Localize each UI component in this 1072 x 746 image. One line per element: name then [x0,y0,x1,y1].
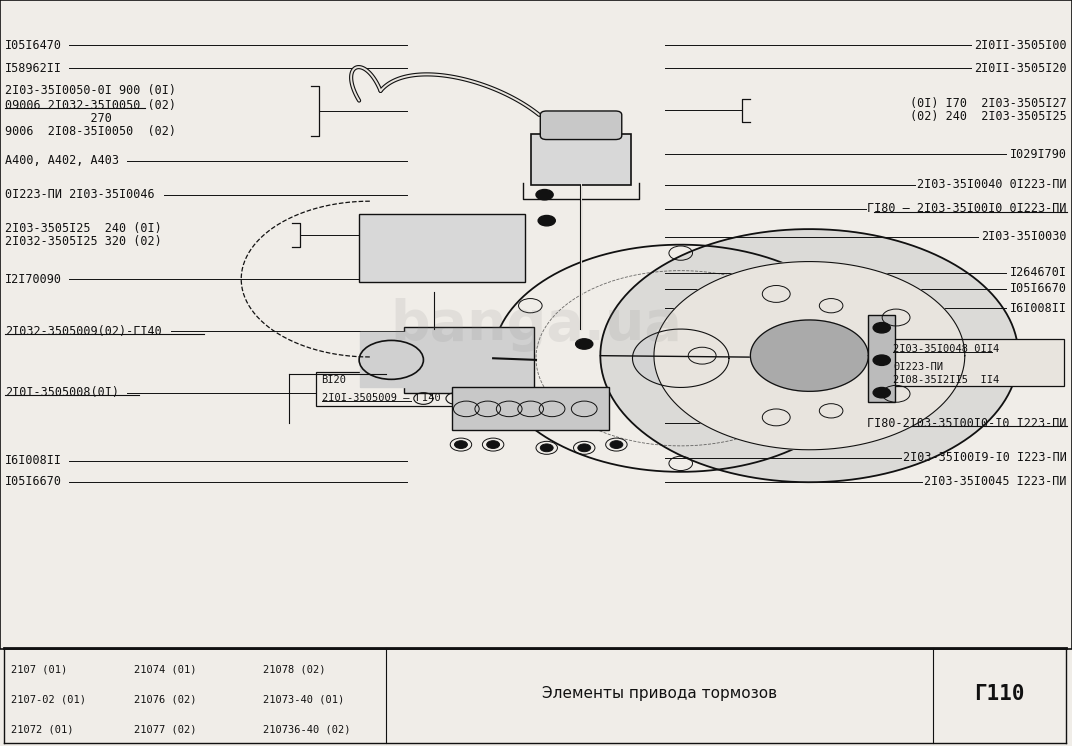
Text: 2I03-35I0040 0I223-ПИ: 2I03-35I0040 0I223-ПИ [917,178,1067,192]
Text: 2I03-35I0048 0II4: 2I03-35I0048 0II4 [893,343,999,354]
Text: 210736-40 (02): 210736-40 (02) [263,725,351,735]
Text: 2I03-3505I25  240 (0I): 2I03-3505I25 240 (0I) [5,222,162,235]
Circle shape [538,216,555,226]
FancyBboxPatch shape [359,214,525,282]
Text: Элементы привода тормозов: Элементы привода тормозов [541,686,777,701]
Text: 2107-02 (01): 2107-02 (01) [11,695,86,705]
Bar [868,315,895,402]
Text: I05I6470: I05I6470 [5,39,62,52]
Polygon shape [360,332,407,387]
Text: 21077 (02): 21077 (02) [134,725,196,735]
Text: 2I0II-3505I20: 2I0II-3505I20 [974,62,1067,75]
FancyBboxPatch shape [531,134,631,185]
Text: BI20: BI20 [322,375,346,386]
Text: 09006 2I032-35I0050 (02): 09006 2I032-35I0050 (02) [5,98,177,112]
Text: 21072 (01): 21072 (01) [11,725,73,735]
Text: 270: 270 [5,112,113,125]
Text: I264670I: I264670I [1010,266,1067,279]
Text: I58962II: I58962II [5,62,62,75]
Text: 21076 (02): 21076 (02) [134,695,196,705]
Text: 2I08-35I2II5  II4: 2I08-35I2II5 II4 [893,374,999,385]
Text: A400, A402, A403: A400, A402, A403 [5,154,119,167]
Text: (02) 240  2I03-3505I25: (02) 240 2I03-3505I25 [910,110,1067,123]
Text: I6I008II: I6I008II [1010,302,1067,315]
Text: I05I6670: I05I6670 [1010,282,1067,295]
Text: I05I6670: I05I6670 [5,475,62,488]
Text: 0I223-ПИ 2I03-35I0046: 0I223-ПИ 2I03-35I0046 [5,188,155,201]
Text: I029I790: I029I790 [1010,148,1067,161]
FancyBboxPatch shape [452,387,609,430]
Text: ГI80-2I03-35I00I0-I0 I223-ПИ: ГI80-2I03-35I00I0-I0 I223-ПИ [867,417,1067,430]
Text: I2I70090: I2I70090 [5,272,62,286]
Text: 9006  2I08-35I0050  (02): 9006 2I08-35I0050 (02) [5,125,177,137]
Text: Г110: Г110 [973,683,1025,703]
Text: ГI80 – 2I03-35I00I0 0I223-ПИ: ГI80 – 2I03-35I00I0 0I223-ПИ [867,202,1067,216]
Text: 2I03-35I00I9-I0 I223-ПИ: 2I03-35I00I9-I0 I223-ПИ [903,451,1067,464]
Text: 2I032-3505I25 320 (02): 2I032-3505I25 320 (02) [5,235,162,248]
Text: 2I0I-3505009 – ГI40: 2I0I-3505009 – ГI40 [322,393,441,403]
Polygon shape [654,262,965,450]
Circle shape [610,441,623,448]
Circle shape [540,444,553,452]
Text: 2I0I-3505008(0I): 2I0I-3505008(0I) [5,386,119,399]
Text: 2I03-35I0050-0I 900 (0I): 2I03-35I0050-0I 900 (0I) [5,84,177,98]
Circle shape [455,441,467,448]
Polygon shape [750,320,868,392]
Text: 2I03-35I0030: 2I03-35I0030 [981,231,1067,243]
Text: 2107 (01): 2107 (01) [11,665,66,674]
Text: 2I03-35I0045 I223-ПИ: 2I03-35I0045 I223-ПИ [924,475,1067,488]
Circle shape [576,339,593,349]
Text: 21078 (02): 21078 (02) [263,665,325,674]
Circle shape [873,355,890,366]
Text: 2I0II-3505I00: 2I0II-3505I00 [974,39,1067,52]
Text: 2I032-3505009(02)-ГI40: 2I032-3505009(02)-ГI40 [5,325,162,337]
Text: banga.ua: banga.ua [390,298,682,351]
Circle shape [873,322,890,333]
Text: (0I) I70  2I03-3505I27: (0I) I70 2I03-3505I27 [910,97,1067,110]
FancyBboxPatch shape [540,111,622,140]
Circle shape [873,387,890,398]
Text: 21074 (01): 21074 (01) [134,665,196,674]
Text: I6I008II: I6I008II [5,454,62,467]
FancyBboxPatch shape [888,339,1064,386]
Polygon shape [632,329,729,387]
Circle shape [487,441,500,448]
Text: 21073-40 (01): 21073-40 (01) [263,695,344,705]
Polygon shape [600,229,1018,482]
Text: 0I223-ПИ: 0I223-ПИ [893,362,943,372]
Circle shape [578,444,591,452]
FancyBboxPatch shape [404,327,534,392]
Circle shape [536,189,553,200]
